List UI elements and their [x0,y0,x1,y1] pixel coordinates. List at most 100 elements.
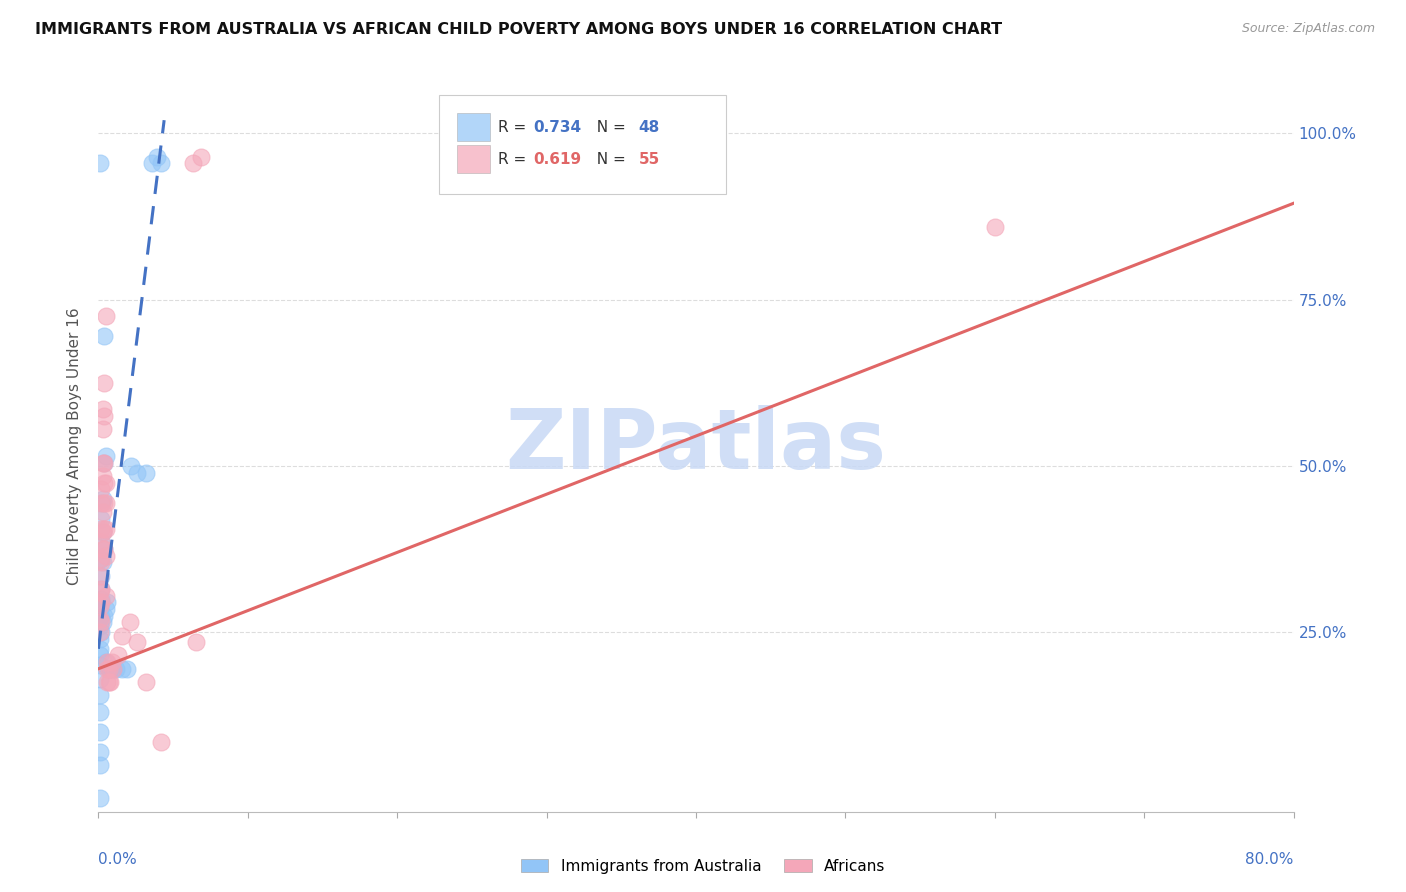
Point [103,662,125,676]
Point [94,475,117,490]
Point [91,525,114,540]
Point [190,150,212,164]
Point [89,618,111,632]
Text: 0.0%: 0.0% [98,852,138,867]
Point [93,522,115,536]
Point [96,655,118,669]
Y-axis label: Child Poverty Among Boys Under 16: Child Poverty Among Boys Under 16 [67,307,83,585]
Point [135,466,157,480]
Point [90,495,112,509]
Point [91,506,114,520]
Point [90,482,112,496]
FancyBboxPatch shape [457,113,491,141]
Point [90,552,112,566]
Point [89,672,111,686]
Point [91,456,114,470]
Point [118,615,141,630]
Point [150,156,173,170]
Text: 48: 48 [638,120,659,135]
Point [90,625,112,640]
Point [93,542,115,557]
Point [103,662,125,676]
Point [93,456,115,470]
Point [89,791,111,805]
Point [89,599,111,613]
Point [120,458,142,473]
Point [90,535,112,549]
Point [111,662,134,676]
Point [89,689,111,703]
Point [94,602,117,616]
Point [984,219,1007,234]
Point [90,522,112,536]
Point [93,329,115,343]
Point [96,595,118,609]
Point [89,745,111,759]
Point [91,555,114,569]
Point [93,456,115,470]
Point [181,156,204,170]
Point [94,589,117,603]
Point [89,568,111,582]
Point [90,595,112,609]
Point [91,402,114,417]
Point [98,662,122,676]
Point [97,662,120,676]
Point [97,662,120,676]
Point [101,655,124,669]
Point [115,662,138,676]
Text: R =: R = [498,152,530,167]
Point [90,608,112,623]
Legend: Immigrants from Australia, Africans: Immigrants from Australia, Africans [515,853,891,880]
Point [90,582,112,596]
Point [91,469,114,483]
Point [90,555,112,569]
Point [89,156,111,170]
Point [89,658,111,673]
Point [90,595,112,609]
Point [89,648,111,663]
Point [93,542,115,557]
Point [89,758,111,772]
Point [94,495,117,509]
Point [94,549,117,563]
Point [89,585,111,599]
Point [91,615,114,630]
Point [98,675,122,690]
Point [93,475,115,490]
Point [89,612,111,626]
Point [89,705,111,719]
Point [91,542,114,557]
Text: N =: N = [588,120,631,135]
Point [90,615,112,630]
Point [94,449,117,463]
Point [89,602,111,616]
Point [91,492,114,507]
Point [91,422,114,436]
Point [145,150,167,164]
Text: 55: 55 [638,152,659,167]
Text: 0.619: 0.619 [533,152,582,167]
Point [94,655,117,669]
FancyBboxPatch shape [439,95,725,194]
Point [93,608,115,623]
Point [91,525,114,540]
Point [90,591,112,606]
Point [111,628,134,642]
Point [96,675,118,690]
Point [89,725,111,739]
Point [107,648,129,663]
Point [89,552,111,566]
Text: 0.734: 0.734 [533,120,582,135]
Point [93,409,115,423]
Text: N =: N = [588,152,631,167]
Point [94,310,117,324]
Text: 80.0%: 80.0% [1246,852,1294,867]
Point [90,568,112,582]
Point [90,582,112,596]
Point [135,675,157,690]
Point [141,156,163,170]
Text: ZIPatlas: ZIPatlas [506,406,886,486]
Text: Source: ZipAtlas.com: Source: ZipAtlas.com [1241,22,1375,36]
Point [89,632,111,646]
